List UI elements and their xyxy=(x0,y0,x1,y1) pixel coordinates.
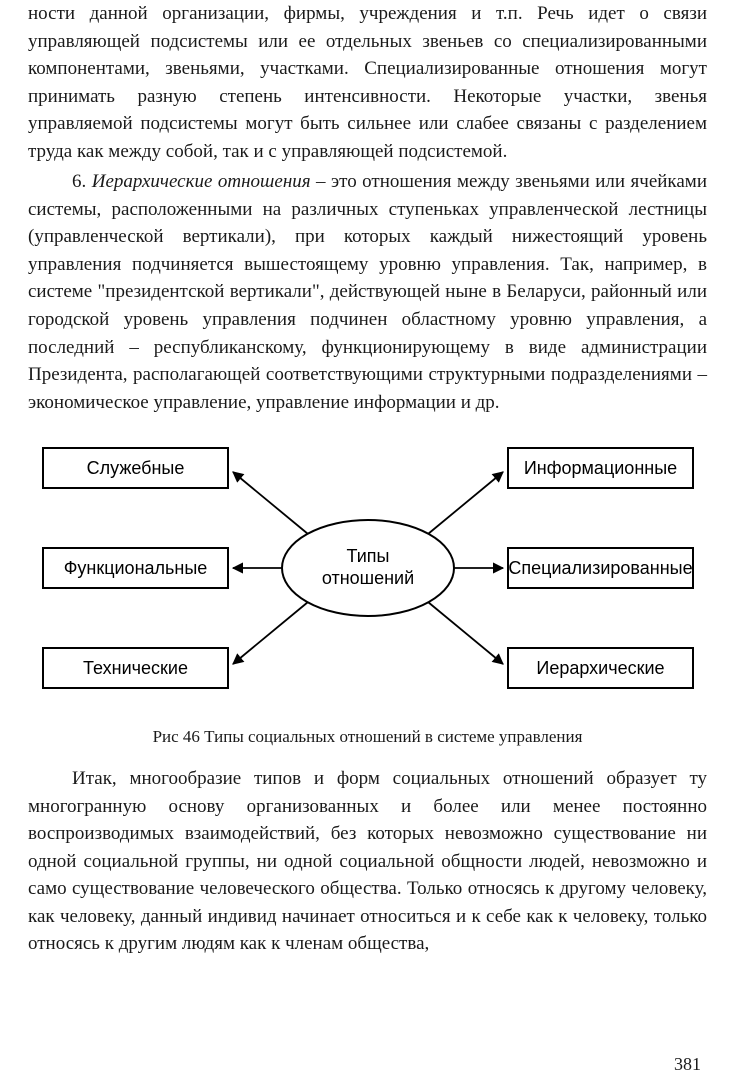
term-italic: Иерархические отношения xyxy=(92,171,311,192)
svg-text:Служебные: Служебные xyxy=(87,458,185,478)
diagram-svg: Типыотношений Служебные Функциональные Техн… xyxy=(28,428,708,708)
svg-text:отношений: отношений xyxy=(322,568,414,588)
list-number: 6. xyxy=(72,171,92,192)
svg-text:Функциональные: Функциональные xyxy=(64,558,208,578)
svg-text:Типы: Типы xyxy=(347,546,390,566)
paragraph-2-rest: – это отношения между звеньями или ячейк… xyxy=(28,171,707,412)
svg-text:Технические: Технические xyxy=(83,658,188,678)
body-paragraph-3: Итак, многообразие типов и форм социальн… xyxy=(28,765,707,958)
body-paragraph-2: 6. Иерархические отношения – это отношен… xyxy=(28,168,707,416)
types-of-relations-diagram: Типыотношений Служебные Функциональные Техн… xyxy=(28,428,707,713)
svg-text:Иерархические: Иерархические xyxy=(536,658,664,678)
page-number: 381 xyxy=(674,1054,701,1075)
svg-text:Специализированные: Специализированные xyxy=(508,558,692,578)
body-paragraph-1: ности данной организации, фирмы, учрежде… xyxy=(28,0,707,165)
figure-caption: Рис 46 Типы социальных отношений в систе… xyxy=(28,727,707,747)
svg-text:Информационные: Информационные xyxy=(524,458,677,478)
